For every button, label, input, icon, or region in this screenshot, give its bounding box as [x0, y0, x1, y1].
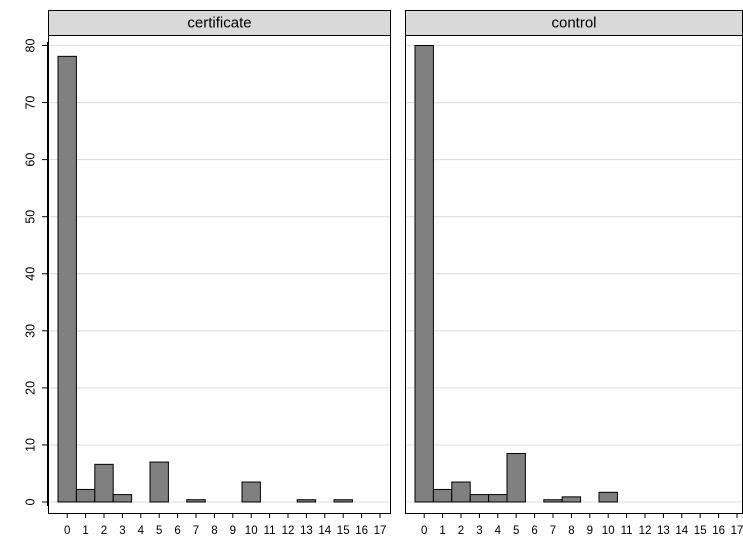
bar	[506, 452, 526, 503]
bar	[75, 488, 96, 503]
bar	[149, 461, 169, 503]
y-tick-label: 40	[23, 267, 37, 281]
x-tick-label: 12	[282, 525, 295, 537]
panel-title: certificate	[187, 14, 251, 31]
y-tick-label: 70	[23, 96, 37, 110]
bar	[296, 499, 317, 503]
x-tick-label: 11	[621, 525, 633, 537]
bar	[57, 55, 77, 503]
x-tick-label: 12	[639, 525, 652, 537]
x-tick-label: 5	[156, 525, 162, 537]
panel-plot-area	[48, 35, 391, 514]
bar	[333, 499, 353, 503]
bar	[432, 488, 453, 503]
x-tick-label: 14	[675, 525, 688, 537]
x-tick-label: 6	[174, 525, 180, 537]
x-tick-label: 11	[264, 525, 276, 537]
x-tick-label: 7	[193, 525, 199, 537]
bar	[112, 494, 133, 503]
x-tick-label: 1	[82, 525, 88, 537]
bar	[469, 494, 490, 503]
y-tick-label: 50	[23, 210, 37, 224]
y-tick-label: 10	[23, 438, 37, 452]
x-tick-label: 0	[421, 525, 427, 537]
x-tick-label: 8	[568, 525, 574, 537]
x-tick-label: 5	[513, 525, 519, 537]
x-tick-label: 17	[731, 525, 743, 537]
bar	[451, 481, 471, 503]
x-tick-label: 8	[211, 525, 217, 537]
bar	[561, 496, 582, 503]
panel-title: control	[551, 14, 596, 31]
x-tick-label: 9	[587, 525, 593, 537]
x-tick-label: 3	[476, 525, 482, 537]
x-tick-label: 16	[355, 525, 368, 537]
y-tick-label: 80	[23, 39, 37, 53]
x-tick-label: 0	[64, 525, 70, 537]
x-tick-label: 15	[694, 525, 707, 537]
x-tick-label: 13	[300, 525, 313, 537]
x-tick-label: 1	[439, 525, 445, 537]
x-tick-label: 14	[318, 525, 331, 537]
x-tick-label: 3	[119, 525, 125, 537]
x-tick-label: 13	[657, 525, 670, 537]
bar	[94, 463, 114, 503]
x-tick-label: 15	[337, 525, 350, 537]
x-tick-label: 16	[712, 525, 725, 537]
bar	[488, 494, 508, 503]
x-tick-label: 2	[101, 525, 107, 537]
x-tick-label: 10	[245, 525, 258, 537]
y-tick-label: 0	[23, 498, 37, 505]
y-tick-label: 60	[23, 153, 37, 167]
bar	[543, 499, 563, 503]
x-tick-label: 17	[374, 525, 387, 537]
x-tick-label: 4	[138, 525, 145, 537]
x-tick-label: 7	[550, 525, 556, 537]
panel-strip	[48, 10, 391, 36]
y-tick-label: 20	[23, 381, 37, 395]
x-tick-label: 9	[230, 525, 236, 537]
bar	[598, 491, 618, 503]
bar	[414, 45, 434, 503]
x-tick-label: 4	[495, 525, 502, 537]
x-tick-label: 2	[458, 525, 464, 537]
bar	[186, 499, 206, 503]
y-tick-label: 30	[23, 324, 37, 338]
bar	[241, 481, 261, 503]
x-tick-label: 6	[531, 525, 537, 537]
x-tick-label: 10	[602, 525, 615, 537]
panel-plot-area	[405, 35, 743, 514]
